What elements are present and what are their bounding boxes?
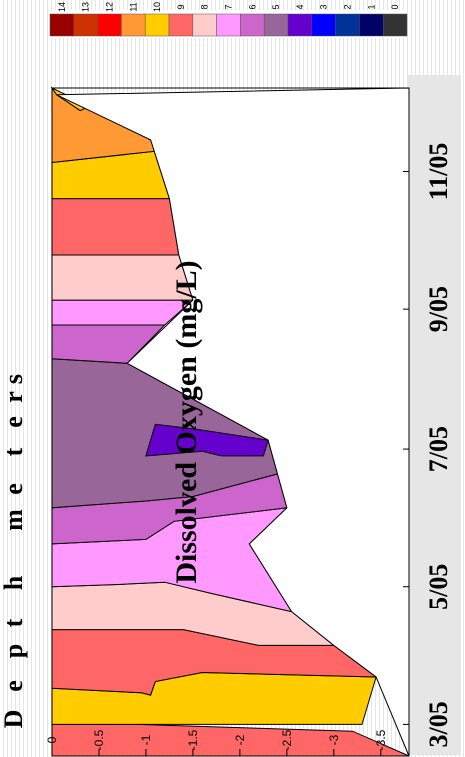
colorbar-swatch [216, 13, 241, 37]
depth-tick-label: -2 [233, 734, 247, 745]
ylabel-letter: e [0, 680, 28, 692]
colorbar-label: 11 [128, 2, 138, 11]
chart-title: Dissolved Oxygen (mg/L) [170, 260, 203, 583]
colorbar-swatch [192, 13, 217, 37]
colorbar-label: 8 [200, 4, 210, 9]
depth-tick-label: -0.5 [92, 729, 106, 750]
depth-tick-label: -1.5 [186, 729, 200, 750]
ylabel-letter: e [0, 483, 28, 495]
colorbar: 14 13 12 11 10 9 8 7 6 5 4 3 2 1 0 [49, 2, 408, 37]
colorbar-label: 13 [81, 2, 91, 12]
depth-axis: 0 -0.5 -1 -1.5 -2 -2.5 -3 -3.5 3/05 5/05 7/05 9/05 1… [45, 143, 453, 756]
colorbar-swatch [382, 13, 408, 37]
depth-tick-label: 0 [45, 736, 59, 743]
colorbar-swatch [49, 13, 75, 37]
ylabel-letter: s [0, 373, 28, 385]
contour-region-7 [145, 423, 269, 457]
colorbar-label: 3 [319, 4, 329, 9]
depth-tick-label: -3 [327, 734, 341, 745]
date-label-band [407, 75, 461, 755]
colorbar-label: 0 [390, 4, 400, 9]
colorbar-swatch [121, 13, 146, 37]
below-bottom-white-area [56, 87, 410, 757]
colorbar-label: 14 [57, 2, 67, 12]
ylabel-letter: h [0, 575, 28, 591]
colorbar-swatch [168, 13, 194, 37]
colorbar-swatch [73, 13, 98, 37]
date-tick-label: 7/05 [424, 426, 453, 472]
colorbar-swatch [144, 13, 170, 37]
colorbar-swatch [335, 13, 360, 37]
depth-tick-label: -3.5 [374, 729, 388, 750]
date-tick-label: 5/05 [424, 564, 453, 610]
colorbar-label: 2 [343, 4, 353, 9]
contour-region-11 [51, 198, 180, 256]
depth-tick-label: -1 [139, 734, 153, 745]
colorbar-label: 10 [152, 2, 162, 12]
plot-frame [51, 87, 410, 757]
colorbar-swatch [359, 13, 384, 37]
colorbar-label: 12 [105, 2, 115, 12]
colorbar-swatch [311, 13, 336, 37]
colorbar-label: 9 [176, 4, 186, 9]
colorbar-label: 5 [271, 4, 281, 9]
ylabel-letter: t [0, 618, 28, 628]
colorbar-swatch [263, 13, 289, 37]
colorbar-label: 1 [366, 4, 376, 9]
colorbar-swatch [240, 13, 265, 37]
date-tick-label: 11/05 [424, 143, 453, 201]
colorbar-swatch [287, 13, 313, 37]
contour-regions [50, 86, 410, 757]
colorbar-label: 7 [224, 4, 234, 9]
date-tick-label: 9/05 [424, 286, 453, 332]
date-tick-label: 3/05 [424, 701, 453, 747]
colorbar-label: 4 [295, 4, 305, 9]
depth-tick-label: -2.5 [280, 729, 294, 750]
colorbar-label: 6 [247, 4, 257, 9]
colorbar-swatch [97, 13, 122, 37]
